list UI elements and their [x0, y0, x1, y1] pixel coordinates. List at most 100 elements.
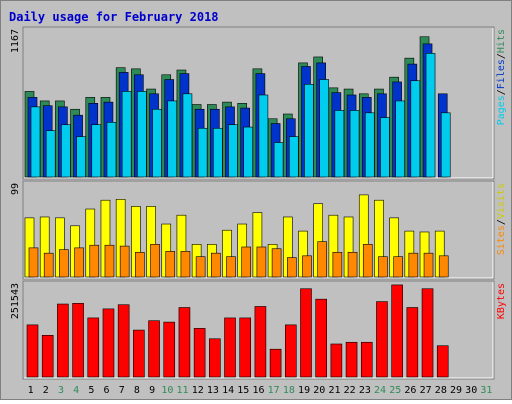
chart-panels: 1167Pages/Files/Hits99Sites/Visits251543…: [10, 26, 507, 380]
bar-kbytes-day-3: [57, 303, 69, 378]
bar-kbytes-day-9: [148, 320, 160, 378]
bar-sites-day-9: [150, 244, 160, 278]
x-tick-label-31: 31: [480, 385, 492, 396]
bar-pages-day-28: [440, 112, 451, 178]
bar-pages-day-13: [213, 127, 223, 178]
x-tick-label-22: 22: [344, 385, 356, 396]
bar-pages-day-8: [137, 91, 147, 178]
bar-sites-day-12: [195, 256, 206, 278]
bar-pages-day-12: [197, 127, 208, 178]
x-tick-label-4: 4: [73, 385, 79, 396]
bar-pages-day-10: [167, 100, 178, 178]
x-tick-label-18: 18: [283, 385, 295, 396]
chart-title: Daily usage for February 2018: [9, 10, 219, 24]
bar-sites-day-18: [286, 257, 297, 278]
bar-pages-day-25: [395, 100, 405, 178]
bar-pages-day-27: [425, 53, 436, 178]
bar-pages-day-19: [304, 83, 314, 178]
bar-pages-day-3: [61, 124, 71, 178]
bar-kbytes-day-24: [376, 301, 388, 378]
bar-sites-day-4: [74, 247, 84, 278]
bar-sites-day-21: [332, 251, 343, 278]
bar-sites-day-13: [211, 252, 221, 278]
x-tick-label-3: 3: [58, 385, 64, 396]
bar-sites-day-3: [59, 249, 69, 278]
x-tick-label-12: 12: [192, 385, 204, 396]
panel-middle-legend: Sites/Visits: [496, 183, 507, 255]
bar-pages-day-11: [182, 93, 193, 178]
bar-sites-day-19: [302, 255, 312, 278]
x-tick-label-14: 14: [222, 385, 234, 396]
bar-kbytes-day-2: [41, 335, 54, 378]
x-tick-label-7: 7: [119, 385, 125, 396]
panel-bottom-legend: KBytes: [496, 283, 507, 319]
bar-kbytes-day-26: [406, 307, 419, 378]
x-tick-label-5: 5: [88, 385, 94, 396]
x-tick-label-21: 21: [328, 385, 340, 396]
x-tick-label-19: 19: [298, 385, 310, 396]
x-tick-label-16: 16: [252, 385, 264, 396]
x-tick-label-13: 13: [207, 385, 219, 396]
bar-sites-day-11: [180, 251, 191, 278]
bar-pages-day-5: [91, 124, 102, 178]
bar-sites-day-15: [241, 246, 252, 278]
x-tick-label-6: 6: [104, 385, 110, 396]
bar-sites-day-25: [393, 256, 403, 278]
bar-pages-day-23: [364, 112, 375, 178]
bar-kbytes-day-6: [102, 308, 115, 378]
bar-sites-day-27: [423, 252, 434, 278]
x-tick-label-25: 25: [389, 385, 401, 396]
bar-sites-day-28: [438, 255, 449, 278]
bar-sites-day-5: [89, 244, 100, 278]
legend-entry-sites: Sites: [496, 225, 507, 255]
legend-entry-pages: Pages: [496, 95, 507, 125]
bar-kbytes-day-20: [315, 298, 327, 378]
bar-kbytes-day-14: [224, 317, 236, 378]
bar-pages-day-2: [45, 130, 56, 178]
bar-kbytes-day-7: [117, 304, 130, 378]
legend-entry-visits: Visits: [496, 183, 507, 219]
bar-sites-day-23: [362, 244, 373, 278]
bar-sites-day-2: [43, 252, 54, 278]
bar-sites-day-1: [28, 247, 39, 278]
x-tick-label-17: 17: [268, 385, 280, 396]
bar-kbytes-day-10: [163, 321, 176, 378]
legend-entry-hits: Hits: [496, 29, 507, 53]
x-tick-label-30: 30: [465, 385, 477, 396]
bar-pages-day-15: [243, 126, 254, 178]
legend-entry-slash: /: [496, 53, 507, 59]
bar-sites-day-8: [135, 251, 145, 278]
x-tick-label-20: 20: [313, 385, 325, 396]
panel-bottom: 251543 KBytes: [10, 280, 507, 380]
bar-kbytes-day-12: [193, 328, 206, 378]
bar-pages-day-17: [273, 142, 284, 178]
x-tick-label-27: 27: [420, 385, 432, 396]
legend-entry-slash: /: [496, 89, 507, 95]
bar-sites-day-20: [317, 241, 327, 278]
x-tick-label-10: 10: [161, 385, 173, 396]
bar-kbytes-day-5: [87, 317, 100, 378]
bar-kbytes-day-18: [284, 324, 297, 378]
bar-pages-day-9: [152, 108, 162, 178]
bar-sites-day-7: [119, 245, 130, 278]
bar-kbytes-day-16: [254, 306, 267, 378]
bar-kbytes-day-8: [133, 329, 145, 378]
bar-pages-day-1: [30, 106, 41, 178]
bar-kbytes-day-23: [360, 341, 373, 378]
x-tick-label-23: 23: [359, 385, 371, 396]
bar-pages-day-18: [288, 136, 299, 178]
x-tick-label-2: 2: [43, 385, 49, 396]
bar-sites-day-22: [347, 251, 358, 278]
bar-pages-day-7: [121, 91, 132, 178]
legend-entry-kbytes: KBytes: [496, 283, 507, 319]
x-tick-label-24: 24: [374, 385, 386, 396]
bar-kbytes-day-17: [269, 348, 282, 378]
bar-sites-day-24: [378, 256, 388, 278]
bar-pages-day-21: [334, 110, 345, 178]
bar-pages-day-16: [258, 94, 269, 178]
x-axis-labels: 1 2 3 4 5 6 7 8 9 10 11 12 13 14 15 16 17 18 19 20 21 22 23 24 2…: [28, 385, 493, 396]
bar-sites-day-17: [271, 248, 282, 278]
x-tick-label-1: 1: [28, 385, 34, 396]
